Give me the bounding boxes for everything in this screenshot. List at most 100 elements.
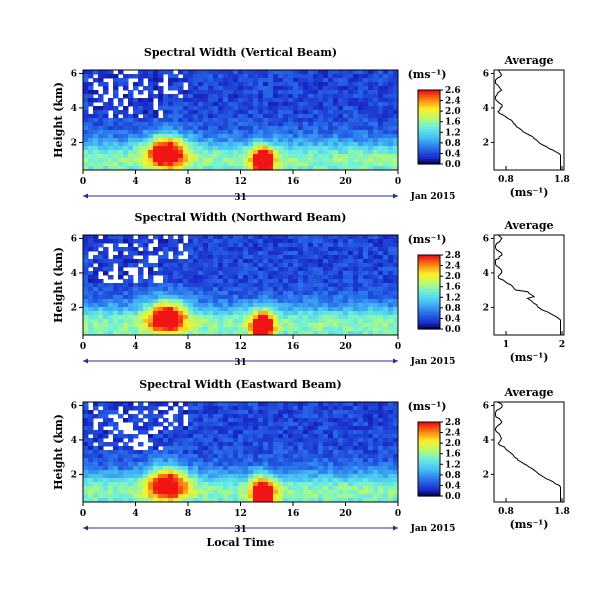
heatmap-cell xyxy=(338,271,344,276)
heatmap-cell xyxy=(333,418,339,423)
heatmap-cell xyxy=(338,315,344,320)
heatmap-cell xyxy=(353,106,359,111)
heatmap-cell xyxy=(228,134,234,139)
heatmap-cell xyxy=(393,410,399,415)
heatmap-cell xyxy=(363,247,369,252)
heatmap-cell xyxy=(153,331,159,336)
heatmap-cell xyxy=(83,331,89,336)
heatmap-cell xyxy=(103,154,109,159)
heatmap-cell xyxy=(123,283,129,288)
colorbar-segment xyxy=(418,292,440,296)
heatmap-cell xyxy=(268,462,274,467)
heatmap-cell xyxy=(343,478,349,483)
heatmap-cell xyxy=(158,402,164,407)
heatmap-cell xyxy=(278,434,284,439)
heatmap-cell xyxy=(268,402,274,407)
heatmap-cell xyxy=(193,251,199,256)
heatmap-cell xyxy=(243,402,249,407)
heatmap-cell xyxy=(93,235,99,240)
heatmap-cell xyxy=(313,331,319,336)
heatmap-cell xyxy=(248,235,254,240)
heatmap-cell xyxy=(373,438,379,443)
heatmap-cell xyxy=(143,255,149,260)
colorbar-segment xyxy=(418,99,440,103)
heatmap-cell xyxy=(218,470,224,475)
heatmap-cell xyxy=(138,406,144,411)
heatmap-cell xyxy=(193,78,199,83)
heatmap-cell xyxy=(213,86,219,91)
heatmap-cell xyxy=(228,247,234,252)
heatmap-cell xyxy=(203,70,209,75)
heatmap-cell xyxy=(243,126,249,131)
heatmap-cell xyxy=(223,279,229,284)
heatmap-cell xyxy=(218,287,224,292)
heatmap-cell xyxy=(338,442,344,447)
heatmap-cell xyxy=(108,422,114,427)
heatmap-cell xyxy=(353,458,359,463)
heatmap-cell xyxy=(338,74,344,79)
heatmap-cell xyxy=(103,315,109,320)
heatmap-cell xyxy=(218,122,224,127)
heatmap-cell xyxy=(183,110,189,115)
heatmap-cell xyxy=(223,70,229,75)
heatmap-cell xyxy=(88,162,94,167)
heatmap-cell xyxy=(288,462,294,467)
heatmap-cell xyxy=(273,98,279,103)
heatmap-cell xyxy=(128,406,134,411)
colorbar-segment xyxy=(418,159,440,163)
heatmap-cell xyxy=(153,327,159,332)
heatmap-cell xyxy=(263,402,269,407)
heatmap-cell xyxy=(318,410,324,415)
colorbar-segment xyxy=(418,476,440,480)
heatmap-cell xyxy=(358,275,364,280)
heatmap-cell xyxy=(168,458,174,463)
heatmap-cell xyxy=(88,327,94,332)
heatmap-cell xyxy=(278,311,284,316)
heatmap-cell xyxy=(318,142,324,147)
heatmap-cell xyxy=(278,418,284,423)
heatmap-cell xyxy=(233,315,239,320)
heatmap-cell xyxy=(198,446,204,451)
heatmap-cell xyxy=(128,247,134,252)
heatmap-cell xyxy=(128,239,134,244)
heatmap-cell xyxy=(118,82,124,87)
heatmap-cell xyxy=(208,406,214,411)
heatmap-cell xyxy=(243,438,249,443)
colorbar-tick-label: 2.8 xyxy=(445,418,461,428)
heatmap-cell xyxy=(243,450,249,455)
heatmap-cell xyxy=(338,86,344,91)
heatmap-cell xyxy=(278,239,284,244)
heatmap-cell xyxy=(178,235,184,240)
heatmap-cell xyxy=(323,275,329,280)
heatmap-cell xyxy=(373,102,379,107)
heatmap-cell xyxy=(303,279,309,284)
heatmap-cell xyxy=(218,98,224,103)
heatmap-cell xyxy=(378,90,384,95)
heatmap-cell xyxy=(263,331,269,336)
heatmap-cell xyxy=(268,466,274,471)
heatmap-cell xyxy=(303,154,309,159)
heatmap-cell xyxy=(193,94,199,99)
heatmap-cell xyxy=(368,478,374,483)
heatmap-cell xyxy=(383,82,389,87)
heatmap-cell xyxy=(223,458,229,463)
heatmap-cell xyxy=(238,134,244,139)
heatmap-cell xyxy=(258,154,264,159)
heatmap-cell xyxy=(253,462,259,467)
heatmap-cell xyxy=(173,239,179,244)
y-axis-label: Height (km) xyxy=(52,82,65,158)
heatmap-cell xyxy=(108,146,114,151)
heatmap-cell xyxy=(263,90,269,95)
heatmap-cell xyxy=(323,406,329,411)
heatmap-cell xyxy=(143,422,149,427)
heatmap-cell xyxy=(198,418,204,423)
heatmap-cell xyxy=(303,263,309,268)
heatmap-cell xyxy=(238,122,244,127)
heatmap-cell xyxy=(98,327,104,332)
heatmap-cell xyxy=(328,98,334,103)
heatmap-cell xyxy=(98,303,104,308)
heatmap-cell xyxy=(333,478,339,483)
heatmap-cell xyxy=(188,315,194,320)
heatmap-cell xyxy=(183,458,189,463)
heatmap-cell xyxy=(93,138,99,143)
